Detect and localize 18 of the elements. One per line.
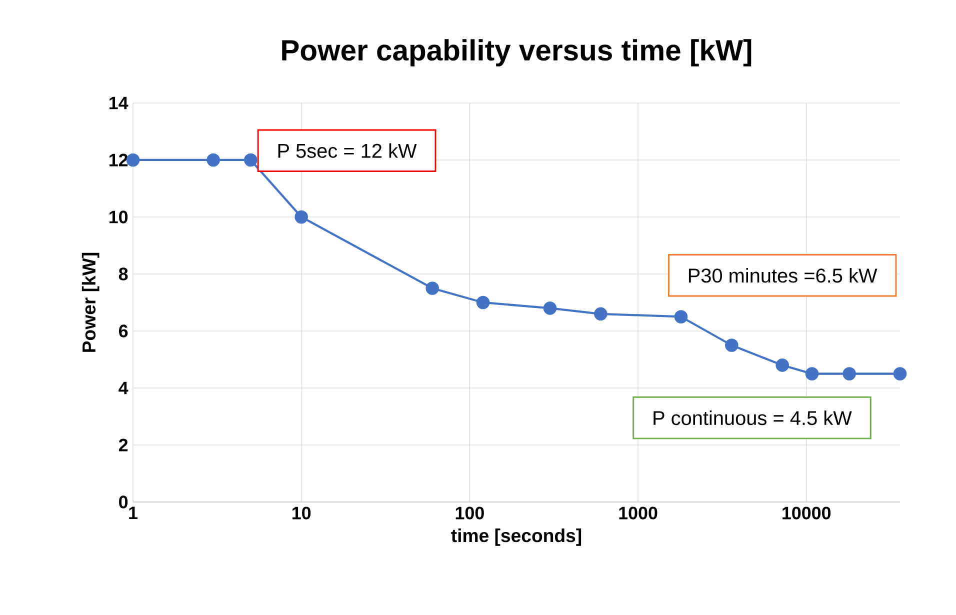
y-tick-label: 8 [118,268,128,280]
y-tick-label: 2 [118,438,128,452]
x-tick-label: 1 [129,506,138,520]
x-tick-label: 10 [292,506,311,520]
annotation: P30 minutes =6.5 kW [688,268,878,283]
y-axis-title: Power [kW] [82,252,100,352]
y-tick-label: 4 [118,382,128,394]
chart-title: Power capability versus time [kW] [282,39,752,66]
annotation: P continuous = 4.5 kW [654,410,852,426]
y-tick-label: 0 [119,496,128,508]
x-tick-label: 1000 [619,506,658,520]
y-tick-label: 10 [109,210,128,224]
y-tick-label: 6 [119,324,128,338]
x-tick-label: 100 [456,506,484,520]
x-tick-label: 10000 [782,506,831,520]
x-axis-title: time [seconds] [451,528,582,546]
y-tick-label: 14 [109,96,128,110]
annotation: P 5sec = 12 kW [278,143,417,158]
